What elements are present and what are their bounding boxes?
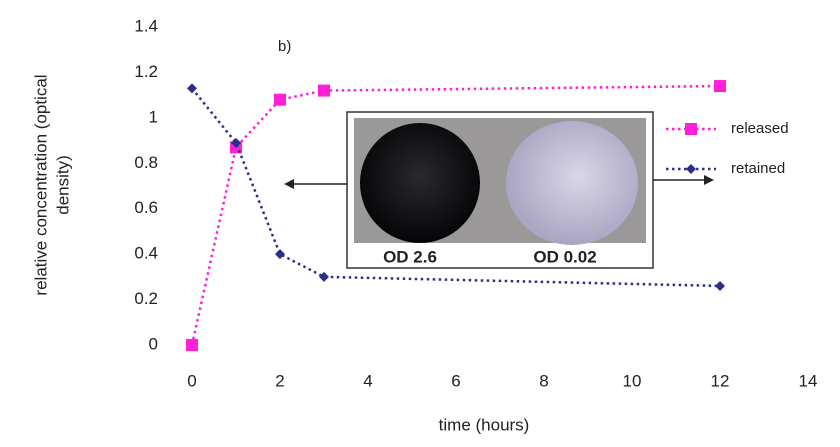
chart: b) time (hours) relative concentration (… [0,0,840,447]
y-tick-label: 0.8 [134,153,158,172]
x-tick-label: 4 [363,371,372,390]
y-tick-label: 0 [149,334,158,353]
legend-label: released [731,120,789,137]
y-tick-label: 0.2 [134,289,158,308]
x-tick-label: 2 [275,371,284,390]
y-axis-label: relative concentration (optical [31,74,50,295]
y-tick-label: 0.4 [134,244,158,263]
annotation: b) [278,38,291,55]
y-tick-label: 1.2 [134,62,158,81]
data-point [715,281,725,291]
y-tick-label: 1.4 [134,16,158,35]
data-point [275,249,285,259]
x-tick-label: 14 [799,371,818,390]
data-point [714,80,726,92]
x-tick-label: 0 [187,371,196,390]
y-tick-label: 1 [149,107,158,126]
y-axis-label: density) [53,155,72,215]
inset-label: OD 2.6 [383,247,437,266]
inset-photo: OD 2.6 OD 0.02 [284,112,714,268]
x-tick-label: 8 [539,371,548,390]
data-point [186,339,198,351]
data-point [274,94,286,106]
x-tick-label: 10 [623,371,642,390]
legend-marker [686,164,696,174]
legend-marker [685,123,697,135]
data-point [319,272,329,282]
data-point [318,85,330,97]
x-tick-label: 12 [711,371,730,390]
x-axis-label: time (hours) [439,415,530,434]
legend-label: retained [731,160,785,177]
x-tick-label: 6 [451,371,460,390]
data-point [187,83,197,93]
inset-label: OD 0.02 [533,247,596,266]
y-tick-label: 0.6 [134,198,158,217]
